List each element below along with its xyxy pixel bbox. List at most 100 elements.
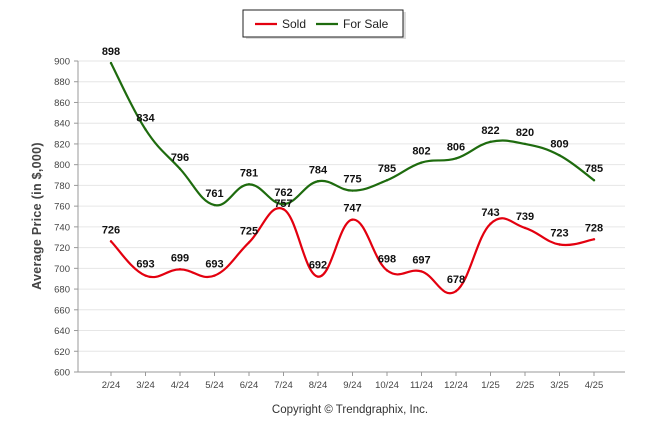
data-point-for-sale	[385, 179, 389, 182]
data-point-sold	[351, 218, 354, 221]
legend-label-sold: Sold	[282, 17, 306, 31]
data-point-for-sale	[109, 61, 113, 65]
data-label-for-sale: 820	[516, 127, 534, 139]
y-tick-label: 640	[54, 326, 70, 337]
data-point-sold	[316, 275, 320, 278]
data-point-sold	[523, 226, 527, 230]
data-label-for-sale: 781	[240, 167, 258, 179]
data-label-for-sale: 809	[550, 138, 568, 150]
data-label-sold: 747	[343, 203, 361, 215]
y-tick-label: 760	[54, 202, 70, 213]
data-label-sold: 692	[309, 260, 327, 272]
x-tick-label: 5/24	[205, 380, 224, 391]
data-label-sold: 697	[412, 254, 430, 266]
y-tick-label: 720	[54, 243, 70, 254]
data-label-sold: 698	[378, 253, 396, 265]
data-label-for-sale: 785	[585, 163, 603, 175]
data-label-for-sale: 822	[481, 125, 499, 137]
axes: 600 620 640 660 680 700 720 740 760 780 800 820 840 8…	[54, 57, 625, 391]
copyright-text: Copyright © Trendgraphix, Inc.	[272, 404, 428, 416]
y-tick-label: 820	[54, 139, 70, 150]
y-tick-label: 840	[54, 119, 70, 130]
data-point-for-sale	[351, 189, 354, 192]
data-point-sold	[454, 289, 458, 293]
x-tick-label: 3/25	[550, 380, 569, 391]
x-tick-label: 6/24	[240, 380, 259, 391]
series	[109, 61, 596, 295]
data-label-sold: 728	[585, 222, 603, 234]
data-point-for-sale	[144, 128, 147, 131]
data-label-for-sale: 784	[309, 164, 328, 176]
data-label-sold: 726	[102, 224, 120, 236]
data-label-sold: 723	[550, 227, 568, 239]
y-tick-label: 880	[54, 77, 70, 88]
data-label-sold: 699	[171, 252, 189, 264]
data-label-sold: 693	[205, 259, 223, 271]
data-label-sold: 678	[447, 274, 465, 286]
data-label-for-sale: 834	[136, 112, 155, 124]
legend-item-for-sale[interactable]: For Sale	[316, 17, 389, 31]
x-tick-label: 9/24	[343, 380, 362, 391]
legend-label-for-sale: For Sale	[343, 17, 389, 31]
x-tick-label: 12/24	[444, 380, 468, 391]
y-tick-label: 700	[54, 264, 70, 275]
data-label-for-sale: 785	[378, 163, 396, 175]
gridlines	[78, 60, 625, 373]
data-point-for-sale	[454, 157, 458, 160]
data-point-sold	[178, 268, 182, 271]
x-tick-label: 10/24	[375, 380, 399, 391]
y-axis-label: Average Price (in $,000)	[30, 142, 44, 290]
data-point-sold	[144, 274, 147, 277]
y-tick-label: 740	[54, 222, 70, 233]
data-label-sold: 739	[516, 211, 534, 223]
data-point-for-sale	[420, 161, 423, 164]
y-tick-label: 800	[54, 160, 70, 171]
data-point-for-sale	[316, 180, 320, 183]
data-label-for-sale: 898	[102, 46, 120, 58]
y-tick-label: 600	[54, 368, 70, 379]
data-label-for-sale: 762	[274, 187, 292, 199]
x-tick-label: 8/24	[309, 380, 328, 391]
x-tick-label: 1/25	[481, 380, 500, 391]
x-tick-label: 7/24	[274, 380, 293, 391]
y-tick-label: 660	[54, 305, 70, 316]
x-tick-label: 3/24	[136, 380, 155, 391]
y-tick-label: 780	[54, 181, 70, 192]
data-label-for-sale: 802	[412, 146, 430, 158]
data-point-sold	[247, 241, 251, 244]
data-point-sold	[385, 269, 389, 272]
x-tick-label: 2/25	[516, 380, 535, 391]
legend[interactable]: Sold For Sale	[242, 9, 406, 39]
data-point-for-sale	[592, 179, 596, 182]
y-tick-label: 680	[54, 285, 70, 296]
data-point-sold	[109, 240, 113, 243]
data-point-sold	[592, 238, 596, 241]
legend-item-sold[interactable]: Sold	[255, 17, 306, 31]
data-point-for-sale	[282, 202, 285, 206]
y-tick-label: 860	[54, 98, 70, 109]
x-tick-label: 4/25	[585, 380, 604, 391]
data-label-for-sale: 761	[205, 188, 223, 200]
data-label-sold: 743	[481, 207, 499, 219]
data-label-for-sale: 806	[447, 141, 465, 153]
data-point-sold	[213, 274, 216, 277]
y-tick-label: 900	[54, 57, 70, 68]
data-point-for-sale	[558, 154, 561, 157]
data-point-for-sale	[178, 167, 182, 171]
data-label-for-sale: 796	[171, 152, 189, 164]
data-point-for-sale	[489, 140, 492, 144]
data-point-sold	[420, 270, 423, 273]
y-tick-label: 620	[54, 347, 70, 358]
data-label-sold: 757	[274, 198, 292, 210]
x-tick-label: 2/24	[102, 380, 121, 391]
data-point-for-sale	[523, 142, 527, 146]
data-point-for-sale	[213, 203, 216, 207]
data-label-sold: 693	[136, 259, 154, 271]
data-label-sold: 725	[240, 225, 258, 237]
data-point-sold	[282, 208, 285, 211]
data-point-sold	[558, 243, 561, 246]
x-tick-label: 11/24	[410, 380, 433, 391]
data-point-sold	[489, 222, 492, 225]
